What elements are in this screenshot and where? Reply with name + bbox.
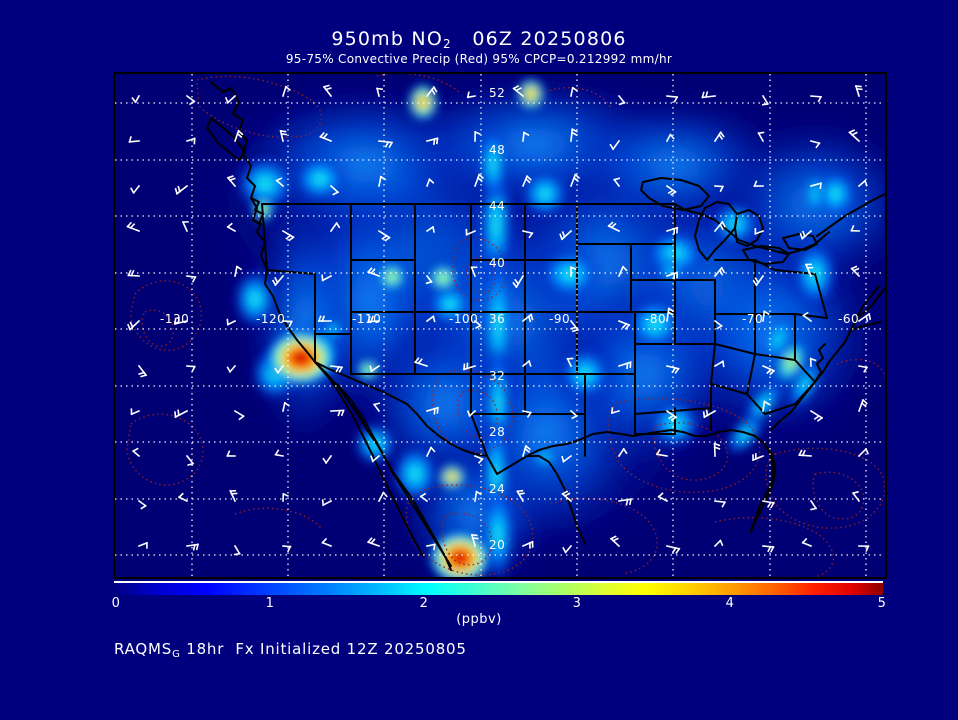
subtitle: 95-75% Convective Precip (Red) 95% CPCP=…: [285, 52, 673, 66]
colorbar-tick-5: 5: [877, 596, 887, 611]
colorbar-tick-1: 1: [265, 596, 275, 611]
title-level: 950mb: [331, 28, 405, 50]
colorbar: [114, 581, 883, 595]
footer-caption: RAQMSG 18hr Fx Initialized 12Z 20250805: [114, 640, 467, 660]
colorbar-tick-2: 2: [419, 596, 429, 611]
footer-model: RAQMS: [114, 640, 173, 658]
title-valid-time: 06Z 20250806: [472, 28, 627, 50]
coastlines-and-borders: [206, 81, 885, 571]
page-title: 950mb NO2 06Z 20250806: [0, 28, 958, 51]
footer-text: 18hr Fx Initialized 12Z 20250805: [186, 640, 467, 658]
title-species: NO: [411, 28, 443, 50]
colorbar-tick-3: 3: [572, 596, 582, 611]
footer-model-subscript: G: [172, 649, 181, 660]
colorbar-unit-label: (ppbv): [456, 612, 502, 627]
wind-barbs: [126, 84, 872, 556]
colorbar-tick-4: 4: [725, 596, 735, 611]
no2-concentration-field: [115, 74, 885, 577]
title-species-subscript: 2: [442, 37, 451, 51]
map-plot-area[interactable]: 52 48 44 40 36 32 28 24 20 -130 -120 -11…: [113, 72, 887, 579]
colorbar-tick-0: 0: [111, 596, 121, 611]
